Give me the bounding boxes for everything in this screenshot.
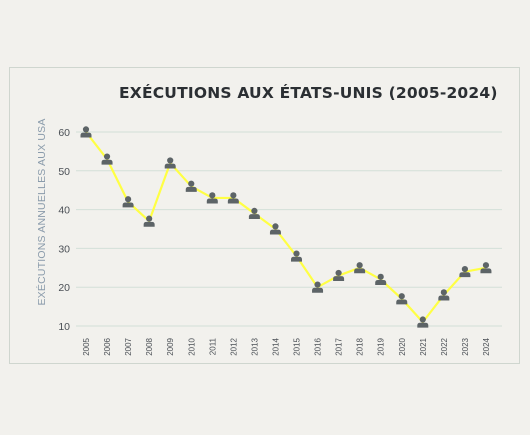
x-tick-label: 2019 <box>377 337 386 355</box>
x-tick-label: 2015 <box>293 337 302 355</box>
person-icon <box>375 273 387 285</box>
y-axis-label: EXÉCUTIONS ANNUELLES AUX USA <box>35 118 48 305</box>
x-tick-label: 2024 <box>482 337 491 355</box>
person-icon <box>206 192 218 204</box>
y-tick-label: 30 <box>58 243 70 255</box>
person-icon <box>480 262 492 274</box>
series-line <box>85 131 487 324</box>
data-markers <box>80 126 492 328</box>
x-tick-label: 2005 <box>82 337 91 355</box>
x-tick-label: 2008 <box>145 337 154 355</box>
series-polyline <box>85 131 487 324</box>
x-tick-label: 2012 <box>229 337 238 355</box>
y-tick-label: 60 <box>58 127 70 139</box>
person-icon <box>122 196 134 208</box>
x-tick-label: 2011 <box>208 337 217 355</box>
x-tick-label: 2017 <box>335 337 344 355</box>
x-tick-label: 2014 <box>271 337 280 355</box>
x-tick-label: 2021 <box>419 337 428 355</box>
person-icon <box>312 281 324 293</box>
x-tick-label: 2009 <box>166 337 175 355</box>
person-icon <box>101 153 113 165</box>
person-icon <box>354 262 366 274</box>
person-icon <box>164 157 176 169</box>
person-icon <box>227 192 239 204</box>
person-icon <box>417 316 429 328</box>
person-icon <box>185 180 197 192</box>
person-icon <box>291 250 302 262</box>
x-tick-label: 2018 <box>356 337 365 355</box>
x-tick-label: 2010 <box>187 337 196 355</box>
x-tick-label: 2007 <box>124 337 133 355</box>
x-tick-label: 2016 <box>314 337 323 355</box>
person-icon <box>333 269 345 282</box>
x-tick-label: 2020 <box>398 337 407 355</box>
chart-card: EXÉCUTIONS AUX ÉTATS-UNIS (2005-2024) EX… <box>9 67 520 364</box>
person-icon <box>459 265 471 278</box>
y-tick-label: 40 <box>58 205 70 217</box>
person-icon <box>248 207 260 219</box>
x-tick-label: 2006 <box>103 337 112 355</box>
person-icon <box>269 223 281 235</box>
y-tick-label: 20 <box>58 282 70 294</box>
person-icon <box>396 293 408 305</box>
x-tick-label: 2023 <box>461 337 470 355</box>
y-tick-label: 50 <box>58 166 70 178</box>
person-icon <box>438 289 450 301</box>
person-icon <box>80 126 92 138</box>
x-tick-label: 2013 <box>250 337 259 355</box>
y-tick-label: 10 <box>58 321 70 333</box>
person-icon <box>143 215 155 227</box>
x-tick-label: 2022 <box>440 337 449 355</box>
x-tick-labels: 2005 2006 2007 2008 2009 2010 2011 2012 2013 2014… <box>82 337 491 355</box>
gridlines <box>76 131 502 327</box>
chart-title: EXÉCUTIONS AUX ÉTATS-UNIS (2005-2024) <box>119 83 498 102</box>
line-chart: EXÉCUTIONS AUX ÉTATS-UNIS (2005-2024) EX… <box>35 83 502 356</box>
y-tick-labels: 10 20 30 40 50 60 <box>58 127 70 333</box>
